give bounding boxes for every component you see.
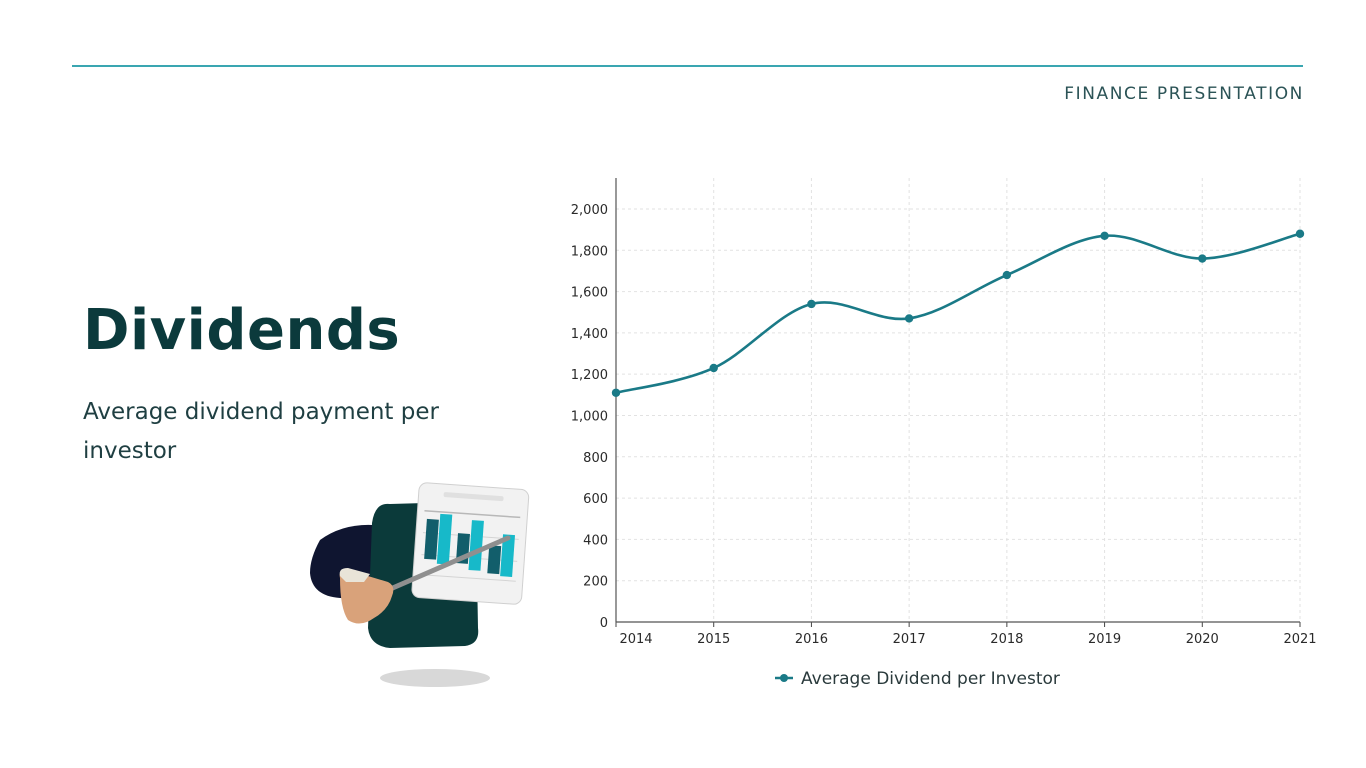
y-tick-label: 1,600 (571, 286, 608, 301)
y-tick-label: 400 (583, 533, 608, 548)
x-tick-label: 2014 (619, 632, 652, 647)
slide-subtitle: Average dividend payment per investor (83, 399, 439, 464)
x-tick-label: 2021 (1283, 632, 1316, 647)
x-tick-label: 2017 (893, 632, 926, 647)
x-tick-label: 2020 (1186, 632, 1219, 647)
data-point (1100, 231, 1109, 241)
data-point (1198, 254, 1207, 263)
y-tick-label: 600 (583, 492, 608, 507)
data-point (1295, 229, 1305, 238)
x-tick-label: 2019 (1088, 632, 1121, 647)
y-tick-label: 1,200 (571, 368, 608, 383)
top-divider (72, 65, 1303, 67)
data-point (904, 314, 914, 323)
x-tick-label: 2018 (990, 632, 1023, 647)
y-tick-label: 200 (583, 575, 608, 590)
data-point (709, 363, 718, 373)
y-tick-label: 1,800 (571, 244, 608, 259)
presenter-with-chart-icon (310, 482, 530, 687)
legend-point-marker (780, 674, 788, 682)
x-tick-label: 2016 (795, 632, 828, 647)
y-tick-label: 800 (583, 451, 608, 466)
dividend-line-chart: 0 200 400 600 800 1,000 1,200 1,400 1,600 1,800 2,… (571, 178, 1317, 689)
y-tick-label: 1,000 (571, 409, 608, 424)
y-tick-label: 2,000 (571, 203, 608, 218)
data-point (611, 388, 621, 397)
data-point (1002, 270, 1012, 280)
y-tick-label: 1,400 (571, 327, 608, 342)
data-point (807, 299, 816, 309)
legend-label: Average Dividend per Investor (801, 669, 1060, 689)
slide-title: Dividends (83, 298, 401, 363)
series-line (615, 232, 1301, 395)
header-label: FINANCE PRESENTATION (1064, 84, 1304, 104)
y-tick-label: 0 (600, 616, 608, 631)
x-tick-label: 2015 (697, 632, 730, 647)
